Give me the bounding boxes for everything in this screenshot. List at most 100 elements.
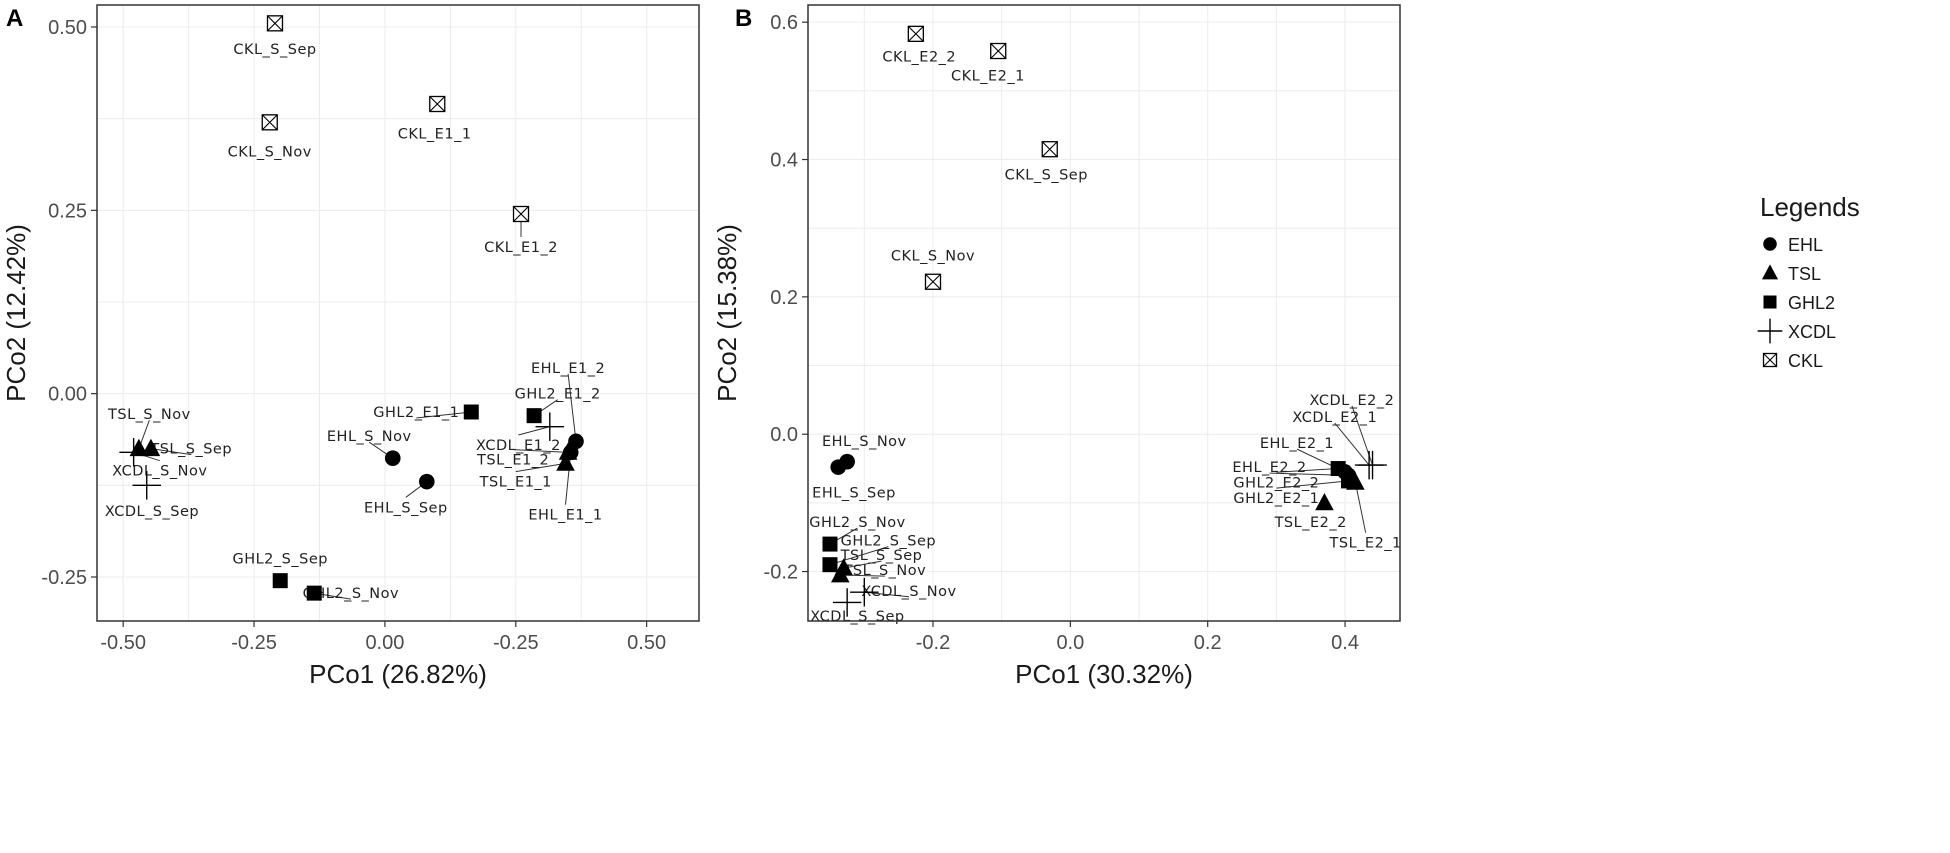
- point-ehl-s-sep: [830, 459, 847, 475]
- panel-b-gridlines: [808, 5, 1400, 621]
- legend-label-ghl2: GHL2: [1788, 293, 1835, 313]
- leader-line: [1276, 480, 1349, 489]
- point-xcdl-s-nov: [850, 577, 879, 607]
- point-label-ckl-e1-2: CKL_E1_2: [484, 240, 558, 256]
- point-ckl-s-nov: [924, 273, 942, 290]
- point-label-xcdl-s-nov: XCDL_S_Nov: [112, 464, 207, 480]
- point-label-ehl-e1-2: EHL_E1_2: [531, 361, 605, 377]
- point-ghl2-s-nov: [306, 585, 322, 601]
- point-label-tsl-s-sep: TSL_S_Sep: [149, 442, 232, 458]
- panel-a-y-tick-label: -0.25: [41, 567, 87, 589]
- leader-line: [416, 411, 472, 419]
- panel-a-y-tick-label: 0.25: [48, 200, 87, 222]
- point-label-ghl2-e1-1: GHL2_E1_1: [373, 405, 459, 421]
- point-xcdl-s-sep: [132, 471, 161, 500]
- panel-a-x-tick-label: -0.25: [231, 632, 277, 654]
- panel-a-x-tick-label: -0.50: [100, 632, 146, 654]
- point-ghl2-s-sep: [272, 573, 288, 589]
- legend-item-tsl: TSL: [1761, 264, 1821, 284]
- panel-b-x-tick-label: 0.4: [1331, 632, 1359, 654]
- point-ckl-e1-1: [429, 95, 446, 113]
- point-tsl-s-nov: [830, 565, 850, 583]
- point-label-ehl-s-nov: EHL_S_Nov: [822, 434, 907, 450]
- point-label-ckl-e2-2: CKL_E2_2: [882, 50, 956, 66]
- point-ghl2-e1-2: [526, 408, 542, 424]
- point-ghl2-e2-2: [1330, 461, 1346, 477]
- legend-marker-xcdl: [1757, 318, 1783, 344]
- panel-a-plot-area: [97, 5, 699, 621]
- point-label-xcdl-e2-1: XCDL_E2_1: [1292, 410, 1377, 426]
- point-tsl-e2-1: [1346, 472, 1365, 490]
- point-label-ehl-s-sep: EHL_S_Sep: [812, 486, 896, 502]
- panel-b-label: B: [735, 5, 752, 32]
- legend-title: Legends: [1760, 192, 1860, 222]
- point-ehl-e1-1: [562, 444, 579, 461]
- point-xcdl-e2-1: [1354, 450, 1384, 480]
- legend-item-ehl: EHL: [1763, 235, 1823, 255]
- point-ghl2-s-sep: [822, 557, 838, 573]
- point-label-ckl-s-nov: CKL_S_Nov: [228, 145, 312, 161]
- leader-line: [567, 373, 577, 442]
- point-label-tsl-e1-2: TSL_E1_2: [476, 453, 549, 469]
- panel-b-x-axis-title: PCo1 (30.32%): [1015, 659, 1193, 689]
- point-label-ehl-e1-1: EHL_E1_1: [528, 508, 602, 524]
- panel-b-x-tick-label: 0.0: [1056, 632, 1084, 654]
- point-label-ehl-s-nov: EHL_S_Nov: [327, 429, 412, 445]
- panel-b-pcoa-chart: -0.2 0.0 0.2 0.4 -0.2 0.0 0.2 0.4 0.6 PCo1 (30.32…: [712, 4, 1401, 689]
- panel-b-y-tick-label: 0.2: [770, 287, 798, 309]
- panel-b-point-labels: CKL_E2_2 CKL_E2_1 CKL_S_Sep CKL_S_Nov EHL_S_…: [809, 50, 1401, 626]
- point-label-ehl-e2-2: EHL_E2_2: [1232, 460, 1306, 476]
- point-ckl-e2-1: [990, 42, 1007, 60]
- legend-marker-ghl2: [1763, 295, 1777, 309]
- point-xcdl-s-nov: [119, 438, 148, 467]
- point-label-tsl-s-nov: TSL_S_Nov: [107, 407, 191, 423]
- point-tsl-e2-2: [1315, 492, 1334, 511]
- legend-marker-ckl: [1762, 352, 1778, 368]
- panel-a-y-tick-label: 0.00: [48, 384, 87, 406]
- legend-marker-tsl: [1761, 264, 1779, 280]
- panel-a-x-tick-label: 0.50: [627, 632, 666, 654]
- panel-a-pcoa-chart: -0.50 -0.25 0.00 -0.25 0.50 -0.25 0.00 0.25 0.50…: [1, 4, 700, 689]
- leader-line: [1276, 468, 1339, 473]
- point-ckl-s-sep: [266, 15, 284, 32]
- panel-a-point-labels: CKL_S_Sep CKL_S_Nov CKL_E1_1 CKL_E1_2 GHL2_E…: [105, 42, 605, 602]
- point-label-tsl-e2-2: TSL_E2_2: [1274, 515, 1347, 531]
- panel-a-x-axis-title: PCo1 (26.82%): [309, 659, 487, 689]
- panel-a-x-tick-label: -0.25: [493, 632, 539, 654]
- point-label-ckl-e1-1: CKL_E1_1: [398, 126, 472, 142]
- leader-line: [518, 426, 550, 436]
- leader-line: [864, 591, 910, 598]
- panel-a-y-tick-label: 0.50: [48, 17, 87, 39]
- point-label-ckl-s-sep: CKL_S_Sep: [1005, 168, 1088, 184]
- point-ckl-e2-2: [907, 25, 924, 42]
- point-label-ghl2-s-sep: GHL2_S_Sep: [841, 534, 936, 550]
- point-label-ghl2-e2-2: GHL2_E2_2: [1233, 475, 1319, 491]
- leader-line: [843, 560, 882, 569]
- leader-line: [150, 448, 192, 456]
- point-ehl-s-sep: [418, 473, 435, 490]
- panel-b-x-tick-label: 0.2: [1194, 632, 1222, 654]
- panel-b-x-tick-label: -0.2: [916, 632, 950, 654]
- point-ehl-s-nov: [384, 450, 401, 467]
- point-label-xcdl-s-sep: XCDL_S_Sep: [105, 504, 199, 520]
- panel-b-y-tick-label: -0.2: [764, 562, 798, 584]
- panel-a-label: A: [6, 5, 23, 32]
- point-label-ckl-s-sep: CKL_S_Sep: [233, 42, 316, 58]
- panel-b-y-tick-label: 0.6: [770, 12, 798, 34]
- point-tsl-e1-1: [556, 453, 575, 471]
- point-label-xcdl-e2-2: XCDL_E2_2: [1309, 393, 1394, 409]
- panel-a-y-axis-title: PCo2 (12.42%): [1, 224, 31, 402]
- panel-a-points: [119, 15, 584, 601]
- point-label-ehl-s-sep: EHL_S_Sep: [364, 500, 448, 516]
- panel-a-frame: [96, 4, 700, 622]
- panel-b-plot-area: [808, 5, 1400, 621]
- point-label-tsl-s-nov: TSL_S_Nov: [843, 563, 927, 579]
- panel-b-y-axis-title: PCo2 (15.38%): [712, 224, 742, 402]
- legend-item-ckl: CKL: [1762, 351, 1823, 371]
- point-ckl-e1-2: [512, 205, 530, 223]
- point-xcdl-s-sep: [832, 588, 862, 617]
- leader-line: [1354, 482, 1367, 533]
- point-xcdl-e1-2: [535, 412, 565, 441]
- panel-b-y-tick-label: 0.4: [770, 150, 798, 172]
